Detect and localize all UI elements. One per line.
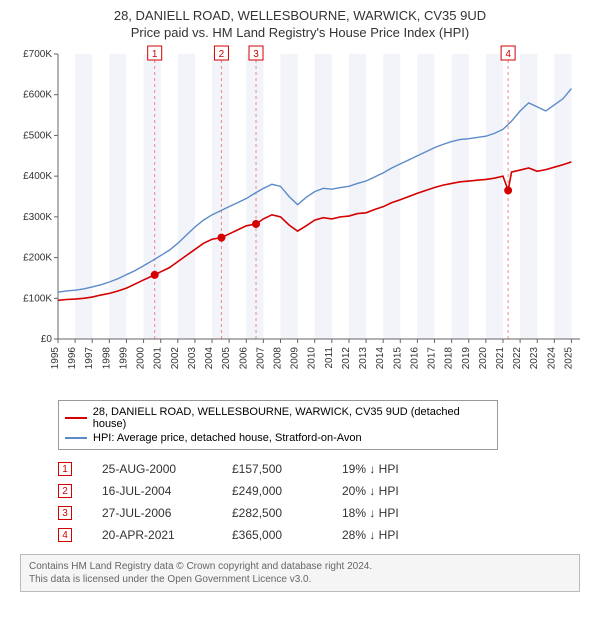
legend: 28, DANIELL ROAD, WELLESBOURNE, WARWICK,… [58, 400, 498, 450]
event-delta: 20% ↓ HPI [342, 484, 432, 498]
svg-text:2023: 2023 [529, 347, 540, 370]
svg-text:2022: 2022 [512, 347, 523, 370]
svg-text:2017: 2017 [427, 347, 438, 370]
svg-text:2007: 2007 [255, 347, 266, 370]
svg-text:2001: 2001 [153, 347, 164, 370]
svg-text:£100K: £100K [23, 293, 52, 304]
event-delta: 28% ↓ HPI [342, 528, 432, 542]
event-marker-number: 2 [58, 484, 72, 498]
svg-text:2008: 2008 [272, 347, 283, 370]
svg-text:1998: 1998 [101, 347, 112, 370]
event-marker-number: 4 [58, 528, 72, 542]
svg-text:2021: 2021 [495, 347, 506, 370]
svg-text:2002: 2002 [170, 347, 181, 370]
svg-text:2013: 2013 [358, 347, 369, 370]
svg-text:2004: 2004 [204, 347, 215, 370]
svg-text:3: 3 [253, 49, 259, 60]
legend-item: 28, DANIELL ROAD, WELLESBOURNE, WARWICK,… [65, 405, 491, 431]
event-date: 27-JUL-2006 [102, 506, 202, 520]
event-marker-number: 1 [58, 462, 72, 476]
legend-item: HPI: Average price, detached house, Stra… [65, 431, 491, 445]
svg-text:2019: 2019 [461, 347, 472, 370]
chart-container: 28, DANIELL ROAD, WELLESBOURNE, WARWICK,… [0, 0, 600, 602]
svg-text:2005: 2005 [221, 347, 232, 370]
event-row: 4 20-APR-2021 £365,000 28% ↓ HPI [58, 524, 580, 546]
legend-label: HPI: Average price, detached house, Stra… [93, 432, 362, 444]
legend-swatch [65, 437, 87, 439]
svg-text:1999: 1999 [118, 347, 129, 370]
legend-swatch [65, 417, 87, 419]
svg-text:2000: 2000 [136, 347, 147, 370]
svg-text:£0: £0 [41, 334, 53, 345]
events-table: 1 25-AUG-2000 £157,500 19% ↓ HPI 2 16-JUL-200… [58, 458, 580, 546]
event-marker-number: 3 [58, 506, 72, 520]
title-subtitle: Price paid vs. HM Land Registry's House … [10, 25, 590, 40]
svg-text:2014: 2014 [375, 347, 386, 370]
event-date: 25-AUG-2000 [102, 462, 202, 476]
event-date: 20-APR-2021 [102, 528, 202, 542]
event-delta: 18% ↓ HPI [342, 506, 432, 520]
svg-text:2016: 2016 [409, 347, 420, 370]
title-block: 28, DANIELL ROAD, WELLESBOURNE, WARWICK,… [10, 8, 590, 40]
footer-line2: This data is licensed under the Open Gov… [29, 573, 571, 586]
svg-text:2: 2 [219, 49, 225, 60]
svg-text:2003: 2003 [187, 347, 198, 370]
svg-text:2010: 2010 [307, 347, 318, 370]
svg-text:1995: 1995 [50, 347, 61, 370]
svg-text:£600K: £600K [23, 90, 52, 101]
event-price: £157,500 [232, 462, 312, 476]
event-price: £249,000 [232, 484, 312, 498]
svg-text:2006: 2006 [238, 347, 249, 370]
event-price: £282,500 [232, 506, 312, 520]
title-address: 28, DANIELL ROAD, WELLESBOURNE, WARWICK,… [10, 8, 590, 23]
svg-text:2015: 2015 [392, 347, 403, 370]
svg-text:£700K: £700K [23, 49, 52, 60]
svg-text:2020: 2020 [478, 347, 489, 370]
event-row: 1 25-AUG-2000 £157,500 19% ↓ HPI [58, 458, 580, 480]
event-date: 16-JUL-2004 [102, 484, 202, 498]
svg-text:2018: 2018 [444, 347, 455, 370]
event-price: £365,000 [232, 528, 312, 542]
svg-text:4: 4 [505, 49, 511, 60]
footer-line1: Contains HM Land Registry data © Crown c… [29, 560, 571, 573]
svg-text:2025: 2025 [563, 347, 574, 370]
chart: 1 2 3 4 £0 £100K £200K £300K £400K £500K £600K £700… [10, 44, 590, 394]
svg-text:2012: 2012 [341, 347, 352, 370]
event-row: 3 27-JUL-2006 £282,500 18% ↓ HPI [58, 502, 580, 524]
legend-label: 28, DANIELL ROAD, WELLESBOURNE, WARWICK,… [93, 406, 491, 430]
svg-text:1: 1 [152, 49, 158, 60]
svg-text:2009: 2009 [290, 347, 301, 370]
svg-text:2024: 2024 [546, 347, 557, 370]
svg-text:1996: 1996 [67, 347, 78, 370]
svg-text:£400K: £400K [23, 171, 52, 182]
svg-text:£300K: £300K [23, 212, 52, 223]
chart-svg: 1 2 3 4 £0 £100K £200K £300K £400K £500K £600K £700… [10, 44, 590, 394]
svg-text:£200K: £200K [23, 253, 52, 264]
event-delta: 19% ↓ HPI [342, 462, 432, 476]
footer-attribution: Contains HM Land Registry data © Crown c… [20, 554, 580, 592]
event-row: 2 16-JUL-2004 £249,000 20% ↓ HPI [58, 480, 580, 502]
svg-text:£500K: £500K [23, 130, 52, 141]
svg-text:1997: 1997 [84, 347, 95, 370]
svg-text:2011: 2011 [324, 347, 335, 369]
